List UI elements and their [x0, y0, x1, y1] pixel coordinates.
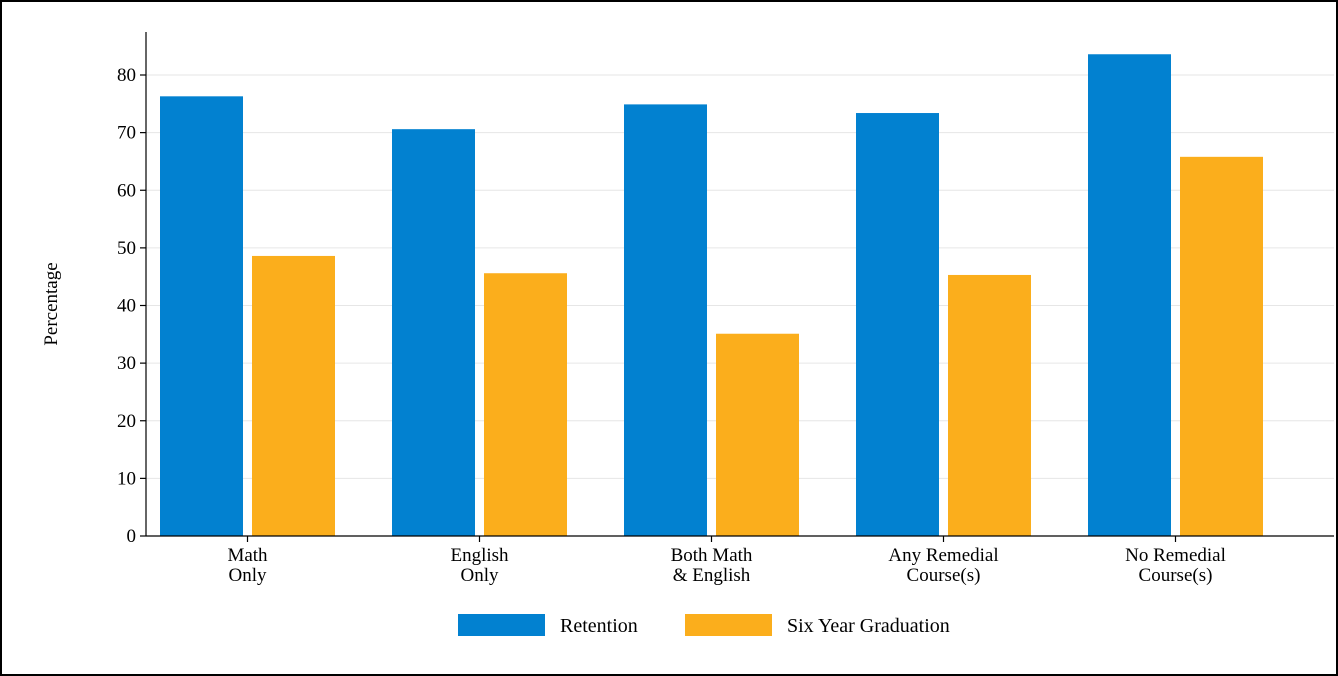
x-category-label-line: Any Remedial — [888, 545, 998, 566]
x-category-label-line: Course(s) — [907, 565, 981, 586]
legend-swatch — [458, 614, 545, 636]
x-category-label-line: Only — [229, 565, 268, 586]
y-tick-label: 10 — [117, 468, 136, 489]
legend-swatch — [685, 614, 772, 636]
legend: Retention Six Year Graduation — [458, 614, 950, 637]
x-category-label-line: & English — [673, 565, 751, 586]
y-tick-label: 20 — [117, 411, 136, 432]
bar-retention — [392, 129, 475, 536]
y-tick-label: 30 — [117, 353, 136, 374]
legend-label: Retention — [560, 615, 638, 637]
y-tick-label: 0 — [127, 526, 137, 547]
y-tick-label: 60 — [117, 180, 136, 201]
axes — [140, 32, 1334, 542]
bar-six-year-graduation — [716, 333, 799, 536]
y-tick-label: 80 — [117, 65, 136, 86]
x-category-label-line: Only — [461, 565, 500, 586]
x-category-label-line: Course(s) — [1139, 565, 1213, 586]
x-category-label: Math Only — [227, 545, 268, 586]
x-category-label-line: English — [450, 545, 509, 566]
y-tick-label: 50 — [117, 238, 136, 259]
y-axis-label: Percentage — [41, 262, 62, 345]
x-category-label: No Remedial Course(s) — [1125, 545, 1226, 586]
y-tick-labels: 0 10 20 30 40 50 60 70 80 — [117, 65, 136, 547]
bar-six-year-graduation — [948, 274, 1031, 536]
x-category-label: Any Remedial Course(s) — [888, 545, 998, 586]
legend-label: Six Year Graduation — [787, 615, 950, 637]
x-category-label-line: Both Math — [671, 545, 753, 566]
bar-retention — [856, 113, 939, 536]
y-tick-label: 70 — [117, 123, 136, 144]
bar-retention — [1088, 54, 1171, 536]
x-category-label-line: Math — [227, 545, 268, 566]
bar-six-year-graduation — [252, 255, 335, 536]
y-tick-label: 40 — [117, 296, 136, 317]
bar-six-year-graduation — [1180, 156, 1263, 536]
x-category-label: English Only — [450, 545, 509, 586]
x-category-label-line: No Remedial — [1125, 545, 1226, 566]
bar-retention — [624, 104, 707, 537]
bar-six-year-graduation — [484, 273, 567, 536]
bar-retention — [160, 96, 243, 536]
bars — [160, 54, 1263, 537]
x-category-label: Both Math & English — [671, 545, 753, 586]
